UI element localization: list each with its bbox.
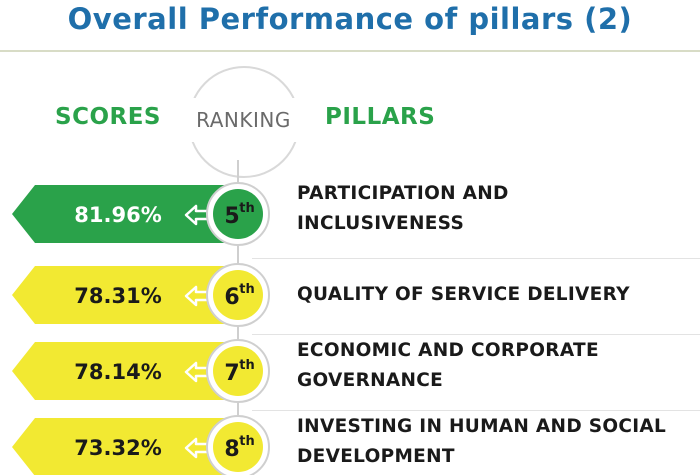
rank-suffix: th — [239, 358, 254, 373]
rank-circle — [213, 270, 263, 320]
rank-value: 8 — [224, 437, 239, 462]
pillar-label-line: INVESTING IN HUMAN AND SOCIAL — [297, 416, 667, 437]
rank-circle — [213, 422, 263, 472]
rank-circle — [213, 189, 263, 239]
rank-circle — [213, 346, 263, 396]
rank-value: 7 — [224, 361, 239, 386]
score-bar — [12, 342, 230, 400]
pillar-label-line: INCLUSIVENESS — [297, 213, 465, 234]
pillar-label: PARTICIPATION AND INCLUSIVENESS — [297, 179, 509, 239]
pillar-label: QUALITY OF SERVICE DELIVERY — [297, 280, 630, 310]
pillar-label-line: PARTICIPATION AND — [297, 183, 509, 204]
row-divider — [252, 334, 700, 335]
pillar-label: INVESTING IN HUMAN AND SOCIAL DEVELOPMENT — [297, 412, 666, 472]
rank-suffix: th — [239, 434, 254, 449]
title-divider — [0, 50, 700, 52]
score-bar — [12, 266, 230, 324]
pillar-label-line: GOVERNANCE — [297, 370, 444, 391]
rank-suffix: th — [239, 282, 254, 297]
score-value: 78.14% — [74, 360, 161, 384]
ranking-header: RANKING — [196, 108, 291, 132]
pillars-header: PILLARS — [325, 104, 436, 130]
row-divider — [252, 258, 700, 259]
ranking-header-mask — [181, 98, 306, 142]
pillar-label: ECONOMIC AND CORPORATE GOVERNANCE — [297, 336, 599, 396]
pillar-label-line: ECONOMIC AND CORPORATE — [297, 340, 599, 361]
score-bar — [12, 418, 230, 475]
rank-value: 5 — [224, 204, 239, 229]
rank-suffix: th — [239, 201, 254, 216]
score-value: 73.32% — [74, 436, 161, 460]
pillar-label-line: QUALITY OF SERVICE DELIVERY — [297, 284, 630, 305]
scores-header: SCORES — [55, 104, 161, 130]
pillar-label-line: DEVELOPMENT — [297, 446, 455, 467]
rank-value: 6 — [224, 285, 239, 310]
score-value: 78.31% — [74, 284, 161, 308]
score-value: 81.96% — [74, 203, 161, 227]
score-bar — [12, 185, 230, 243]
row-divider — [252, 410, 700, 411]
page-title: Overall Performance of pillars (2) — [67, 2, 633, 36]
